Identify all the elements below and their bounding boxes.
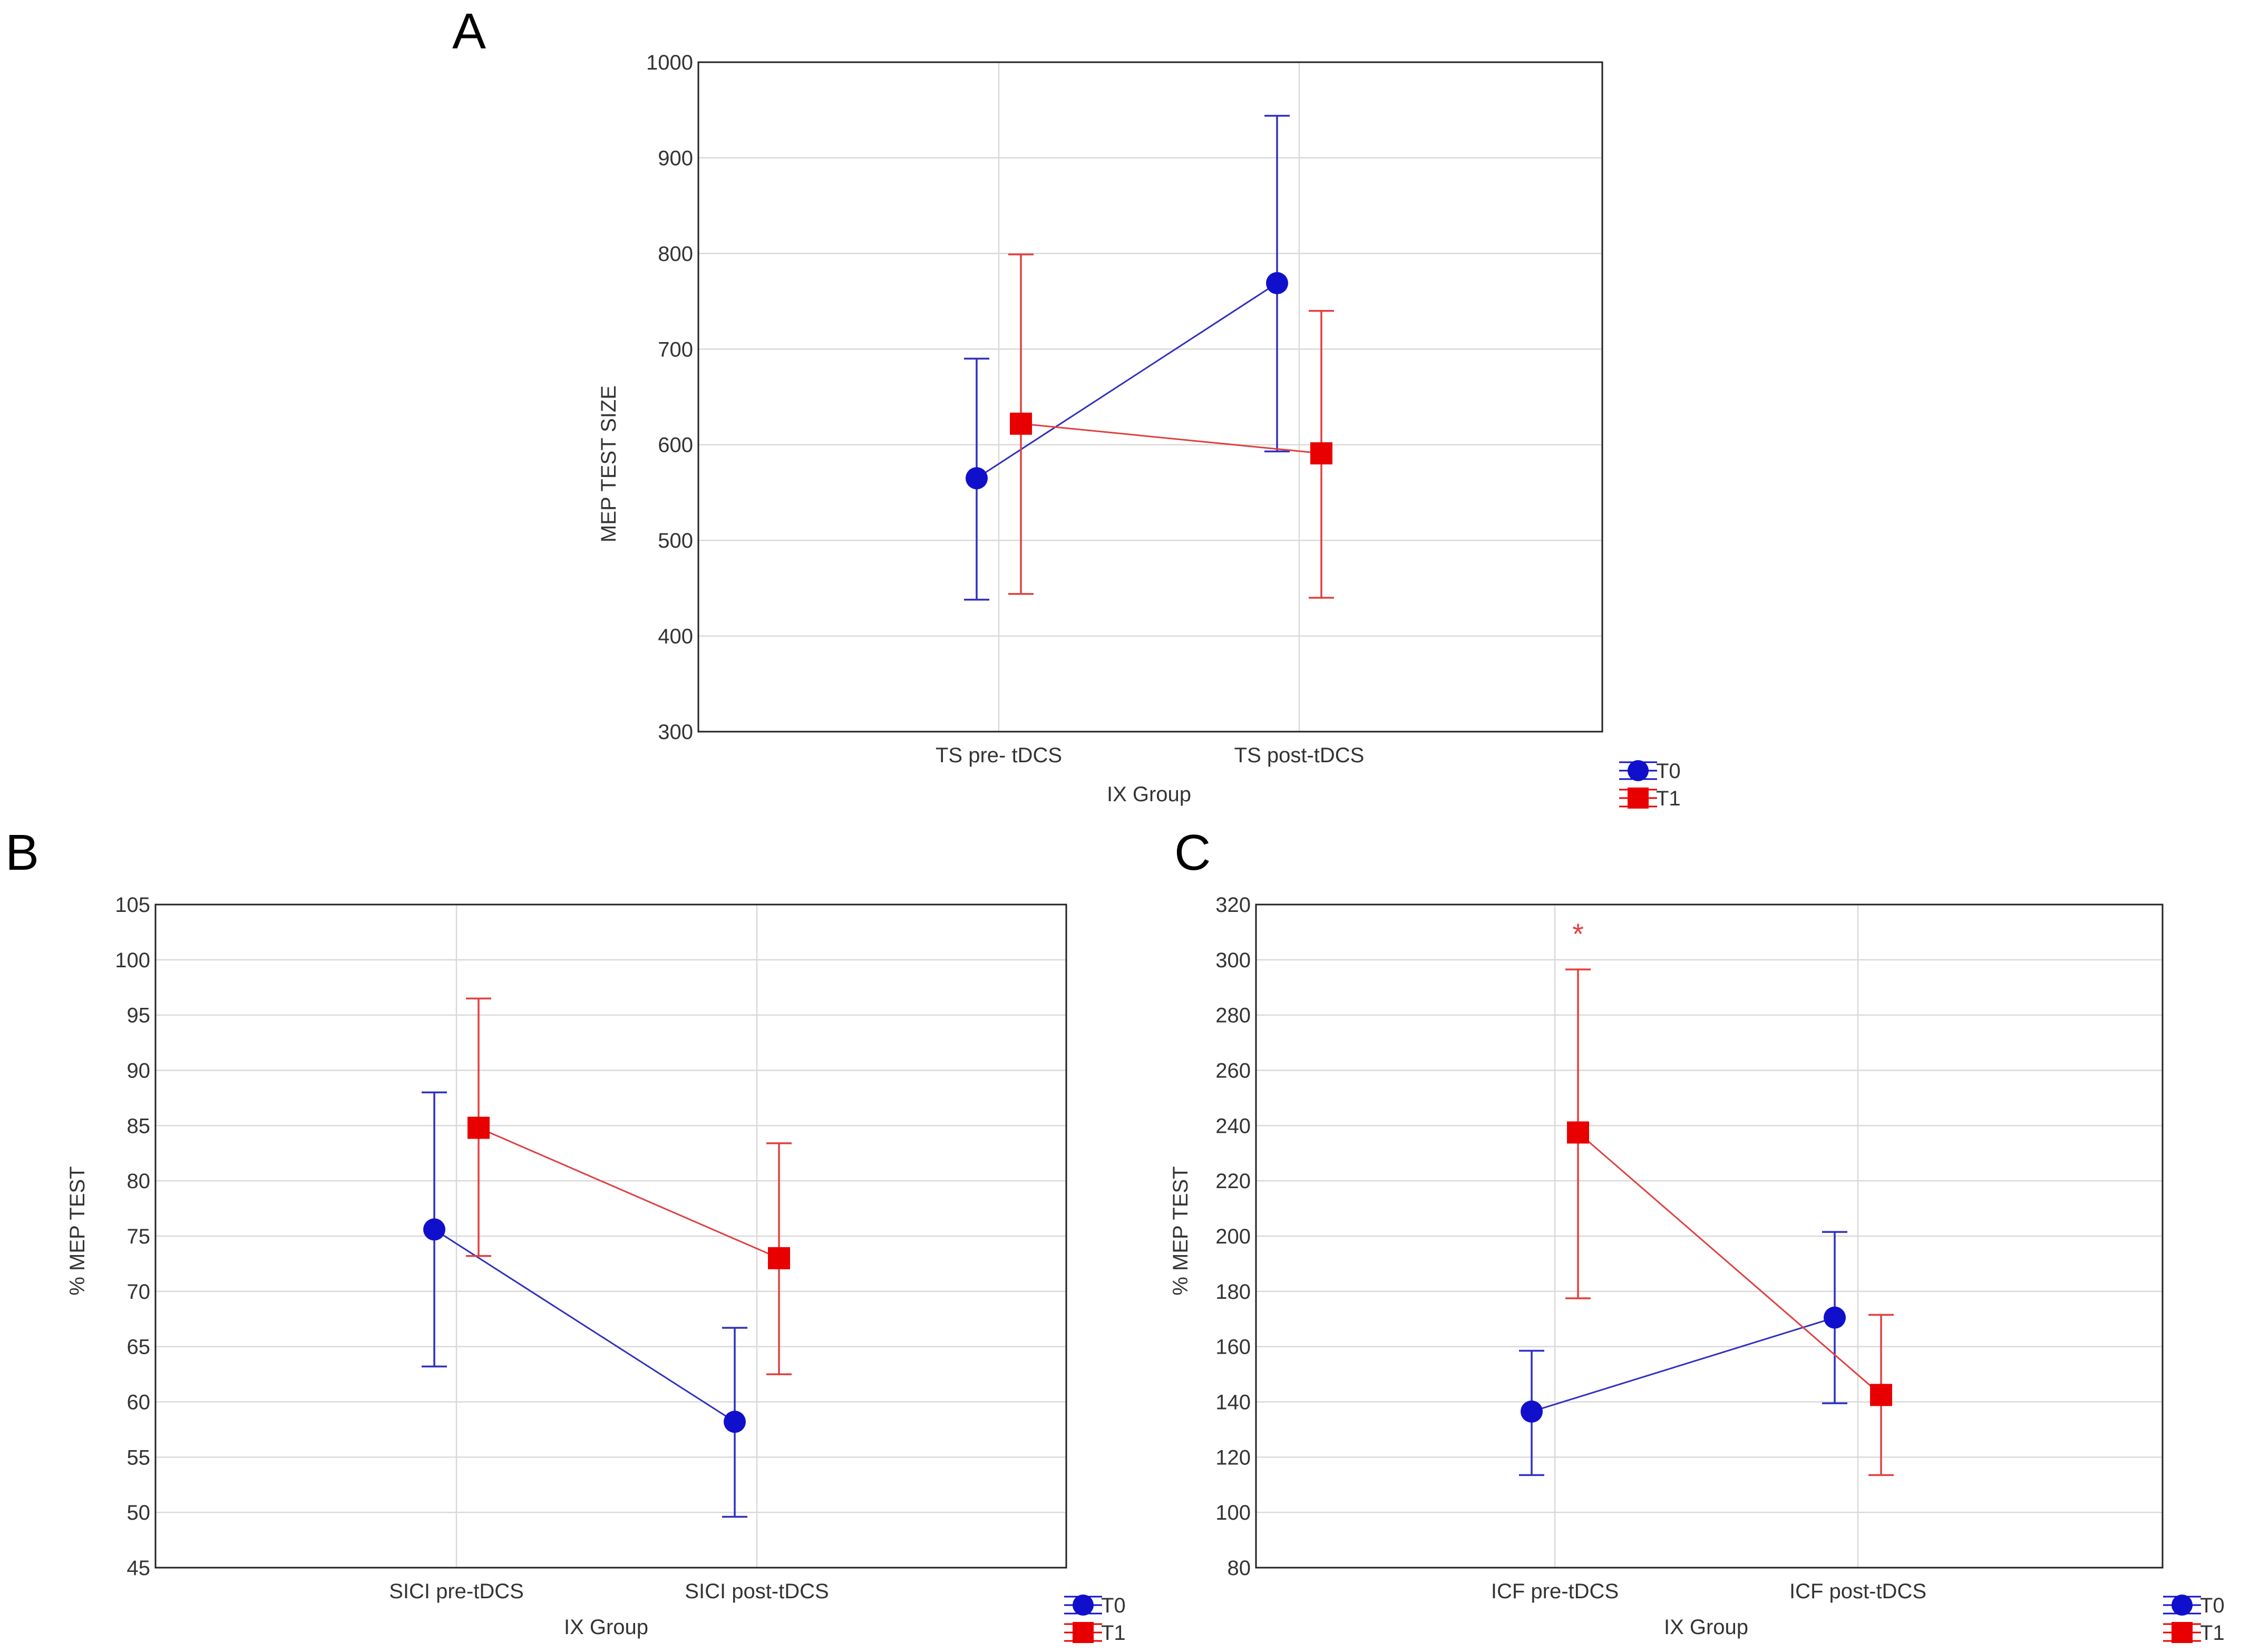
y-tick-label: 105 — [115, 893, 150, 917]
x-tick-label: ICF pre-tDCS — [1491, 1580, 1619, 1603]
legend-t0-label: T0 — [1101, 1594, 1126, 1617]
data-point-t0 — [423, 1218, 445, 1241]
y-tick-label: 280 — [1215, 1004, 1251, 1027]
data-point-t0 — [1824, 1306, 1846, 1329]
x-tick-label: ICF post-tDCS — [1789, 1580, 1926, 1603]
panel-a-plot-frame — [697, 61, 1603, 733]
data-point-t1 — [468, 1116, 490, 1139]
y-tick-label: 80 — [1228, 1557, 1251, 1580]
legend-t1-label: T1 — [1101, 1621, 1126, 1645]
y-tick-label: 320 — [1215, 893, 1251, 917]
y-tick-label: 100 — [1215, 1501, 1251, 1524]
y-tick-label: 400 — [658, 625, 693, 648]
y-tick-label: 180 — [1215, 1280, 1251, 1304]
y-tick-label: 60 — [127, 1391, 151, 1414]
panel-c: C 80 100 120 140 160 180 200 220 240 260 280 300 320 I… — [1169, 824, 2225, 1645]
y-tick-label: 120 — [1215, 1446, 1251, 1469]
y-tick-label: 90 — [127, 1060, 151, 1083]
significance-star: * — [1572, 917, 1584, 950]
panel-c-letter: C — [1174, 824, 1211, 881]
legend-t0-label: T0 — [1656, 760, 1681, 783]
series-t1 — [1008, 253, 1334, 599]
y-tick-label: 140 — [1215, 1391, 1251, 1414]
panel-a-y-axis-title: MEP TEST SIZE — [597, 385, 620, 542]
y-tick-label: 600 — [658, 434, 693, 457]
series-t1-line — [1578, 1132, 1882, 1396]
data-point-t1 — [768, 1247, 790, 1269]
panel-b-y-axis-title: % MEP TEST — [66, 1166, 89, 1295]
data-point-t0 — [1266, 272, 1288, 295]
series-t0-line — [976, 282, 1278, 479]
series-t1-line — [1020, 423, 1322, 454]
data-point-t0 — [966, 467, 988, 490]
legend-t1-label: T1 — [2200, 1621, 2225, 1645]
y-tick-label: 75 — [127, 1225, 151, 1248]
panel-c-y-axis-title: % MEP TEST — [1169, 1166, 1192, 1295]
y-tick-label: 100 — [115, 949, 150, 972]
y-tick-label: 800 — [658, 242, 693, 266]
series-t0-line — [1531, 1317, 1835, 1413]
x-tick-label: TS post-tDCS — [1234, 744, 1365, 767]
y-tick-label: 300 — [1215, 949, 1251, 972]
legend-t1-marker-icon — [2172, 1622, 2193, 1643]
panel-a: A 300 400 500 600 700 800 900 1000 TS pre- tDCS TS… — [452, 3, 1681, 810]
y-tick-label: 700 — [658, 338, 693, 361]
series-t1-line — [478, 1127, 780, 1259]
y-tick-label: 900 — [658, 147, 693, 170]
series-t0 — [1519, 1231, 1847, 1476]
y-tick-label: 220 — [1215, 1170, 1251, 1193]
y-tick-label: 95 — [127, 1004, 151, 1027]
panel-b: B 45 50 55 60 65 70 75 80 85 90 95 100 105 SICI pre-tD… — [5, 824, 1126, 1645]
series-t0-line — [434, 1229, 735, 1423]
panel-b-plot-border — [154, 903, 1067, 1569]
panel-a-plot-border — [697, 61, 1603, 733]
y-tick-label: 45 — [127, 1557, 151, 1580]
legend-t0-marker-icon — [1073, 1595, 1094, 1616]
y-tick-label: 85 — [127, 1114, 151, 1138]
data-point-t1 — [1870, 1384, 1892, 1406]
y-tick-label: 160 — [1215, 1336, 1251, 1359]
y-tick-label: 500 — [658, 529, 693, 552]
legend-t0-label: T0 — [2200, 1594, 2225, 1617]
y-tick-label: 70 — [127, 1280, 151, 1304]
y-tick-label: 200 — [1215, 1225, 1251, 1248]
y-tick-label: 240 — [1215, 1114, 1251, 1138]
x-tick-label: SICI post-tDCS — [685, 1580, 829, 1603]
panel-c-plot-border — [1255, 903, 2164, 1569]
y-tick-label: 1000 — [646, 51, 693, 74]
series-t0 — [422, 1091, 747, 1518]
series-t1 — [1565, 968, 1894, 1476]
data-point-t1 — [1310, 442, 1332, 465]
data-point-t0 — [1521, 1400, 1543, 1423]
legend-t1-marker-icon — [1628, 788, 1649, 809]
x-tick-label: TS pre- tDCS — [936, 744, 1062, 767]
panel-a-letter: A — [452, 3, 486, 60]
legend-t1-label: T1 — [1656, 787, 1681, 810]
y-tick-label: 65 — [127, 1336, 151, 1359]
series-t0 — [964, 114, 1290, 601]
series-t1 — [466, 997, 792, 1375]
data-point-t1 — [1010, 412, 1032, 435]
x-tick-label: SICI pre-tDCS — [389, 1580, 524, 1603]
panel-c-x-axis-title: IX Group — [1664, 1616, 1748, 1639]
y-tick-label: 55 — [127, 1446, 151, 1469]
y-tick-label: 300 — [658, 721, 693, 744]
legend-t0-marker-icon — [1628, 760, 1649, 781]
panel-b-letter: B — [5, 824, 39, 881]
data-point-t1 — [1567, 1121, 1589, 1144]
panel-b-x-axis-title: IX Group — [564, 1616, 648, 1639]
data-point-t0 — [724, 1411, 746, 1433]
legend-t0-marker-icon — [2172, 1595, 2193, 1616]
y-tick-label: 80 — [127, 1170, 151, 1193]
legend-t1-marker-icon — [1073, 1622, 1094, 1643]
y-tick-label: 50 — [127, 1501, 151, 1524]
panel-a-x-axis-title: IX Group — [1107, 783, 1191, 806]
y-tick-label: 260 — [1215, 1060, 1251, 1083]
